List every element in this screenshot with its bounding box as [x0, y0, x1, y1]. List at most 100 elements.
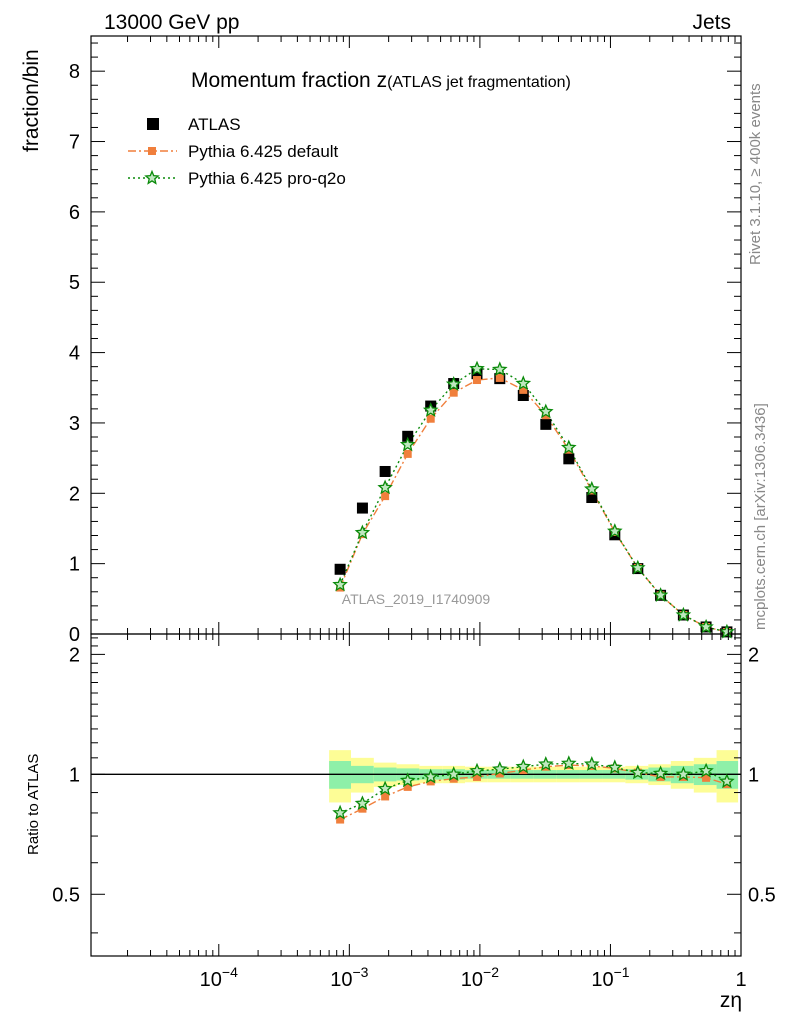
ratio-proq2o-point	[445, 766, 462, 781]
ratio-default-point	[449, 774, 458, 783]
atlas-data-point	[563, 453, 575, 465]
ratio-tick-label-left: 0.5	[52, 884, 80, 906]
ratio-default-point	[472, 772, 481, 781]
proq2o-point	[399, 436, 416, 452]
atlas-data-point	[517, 390, 529, 402]
proq2o-point	[652, 587, 669, 603]
default-point	[403, 449, 412, 458]
proq2o-point	[469, 360, 485, 376]
title-main: Momentum fraction z	[191, 69, 387, 92]
ratio-proq2o-point	[606, 759, 623, 775]
ratio-proq2o-point	[560, 755, 577, 771]
ratio-proq2o-point	[469, 762, 485, 778]
ratio-default-point	[358, 804, 367, 813]
ratio-proq2o-point	[399, 772, 416, 788]
ratio-default-point	[403, 782, 412, 791]
chart-title: Momentum fraction z(ATLAS jet fragmentat…	[191, 69, 571, 92]
proq2o-point	[422, 402, 439, 417]
legend-atlas-marker	[147, 118, 159, 130]
ratio-proq2o-point	[422, 768, 439, 784]
ratio-tick-label-right: 2	[748, 644, 759, 666]
y-tick-label: 6	[69, 202, 80, 224]
atlas-data-point	[334, 563, 346, 575]
default-point	[381, 492, 390, 501]
proq2o-point	[515, 375, 532, 391]
x-tick-label: 10−3	[330, 964, 368, 991]
ratio-proq2o-point	[354, 795, 371, 811]
proq2o-point	[698, 618, 714, 634]
legend: ATLAS Pythia 6.425 default Pythia 6.425 pr…	[128, 115, 346, 188]
y-tick-label: 4	[69, 343, 80, 365]
atlas-data-point	[586, 492, 598, 504]
ratio-proq2o-point	[698, 762, 714, 778]
x-axis-label: zη	[720, 989, 742, 1012]
header-right: Jets	[692, 11, 731, 34]
ratio-proq2o-point	[675, 766, 692, 781]
ratio-proq2o-point	[377, 780, 393, 796]
atlas-data-point	[379, 465, 391, 477]
ratio-proq2o-point	[492, 761, 508, 776]
ratio-default-point	[495, 769, 504, 778]
y-tick-label: 2	[69, 483, 80, 505]
ratio-proq2o-point	[719, 773, 735, 789]
uncertainty-bands	[329, 750, 739, 803]
ratio-plot-frame	[90, 633, 742, 957]
default-point	[426, 414, 435, 423]
default-point	[495, 373, 504, 382]
atlas-data-point	[540, 418, 552, 430]
proq2o-point	[584, 480, 600, 496]
analysis-id: ATLAS_2019_I1740909	[342, 591, 491, 607]
legend-label: Pythia 6.425 default	[188, 142, 339, 161]
y-tick-label: 0	[69, 624, 80, 646]
atlas-data-point	[471, 368, 483, 380]
y-tick-label: 1	[69, 554, 80, 576]
ratio-proq2o-point	[630, 764, 646, 780]
x-tick-label: 10−1	[591, 964, 629, 991]
ratio-tick-label-right: 0.5	[748, 884, 776, 906]
ratio-default-point	[381, 792, 390, 801]
proq2o-point	[332, 576, 348, 592]
atlas-data-point	[356, 502, 368, 514]
ratio-default-point	[702, 773, 711, 782]
proq2o-point	[561, 439, 577, 455]
mcplots-label: mcplots.cern.ch [arXiv:1306.3436]	[752, 403, 769, 630]
ratio-tick-label-right: 1	[748, 764, 759, 786]
ratio-tick-label-left: 2	[69, 644, 80, 666]
x-tick-label: 1	[735, 969, 746, 991]
ratio-tick-label-left: 1	[69, 764, 80, 786]
ratio-proq2o-line	[339, 762, 728, 814]
x-tick-label: 10−4	[200, 964, 238, 991]
y-tick-label: 5	[69, 272, 80, 294]
ratio-y-axis-label: Ratio to ATLAS	[25, 754, 42, 855]
ratio-proq2o-point	[332, 804, 348, 820]
y-tick-label: 7	[69, 132, 80, 154]
ratio-proq2o-point	[584, 755, 600, 771]
proq2o-point	[377, 479, 393, 495]
y-tick-label: 8	[69, 61, 80, 83]
ratio-proq2o-point	[515, 758, 532, 774]
rivet-label: Rivet 3.1.10, ≥ 400k events	[747, 83, 764, 265]
x-tick-label: 10−2	[461, 964, 499, 991]
proq2o-point	[607, 523, 623, 538]
title-paren: (ATLAS jet fragmentation)	[387, 74, 571, 91]
default-point	[519, 385, 528, 394]
ratio-default-point	[426, 777, 435, 786]
ratio-proq2o-point	[538, 756, 554, 771]
legend-default-marker	[148, 147, 156, 155]
ratio-proq2o-point	[652, 765, 669, 781]
legend-label: ATLAS	[188, 115, 241, 134]
proq2o-point	[630, 559, 646, 575]
legend-proq2o-marker	[144, 169, 160, 185]
proq2o-point	[354, 524, 371, 540]
ratio-default-point	[336, 815, 345, 824]
proq2o-point	[675, 606, 692, 622]
svg-text:Momentum fraction z(ATLAS jet: Momentum fraction z(ATLAS jet fragmentat…	[191, 69, 571, 92]
y-axis-label: fraction/bin	[20, 49, 43, 152]
proq2o-point	[445, 375, 462, 391]
default-point	[472, 376, 481, 385]
proq2o-point	[492, 361, 508, 377]
legend-label: Pythia 6.425 pro-q2o	[188, 169, 346, 188]
header-left: 13000 GeV pp	[104, 11, 239, 34]
atlas-data-point	[402, 430, 414, 442]
